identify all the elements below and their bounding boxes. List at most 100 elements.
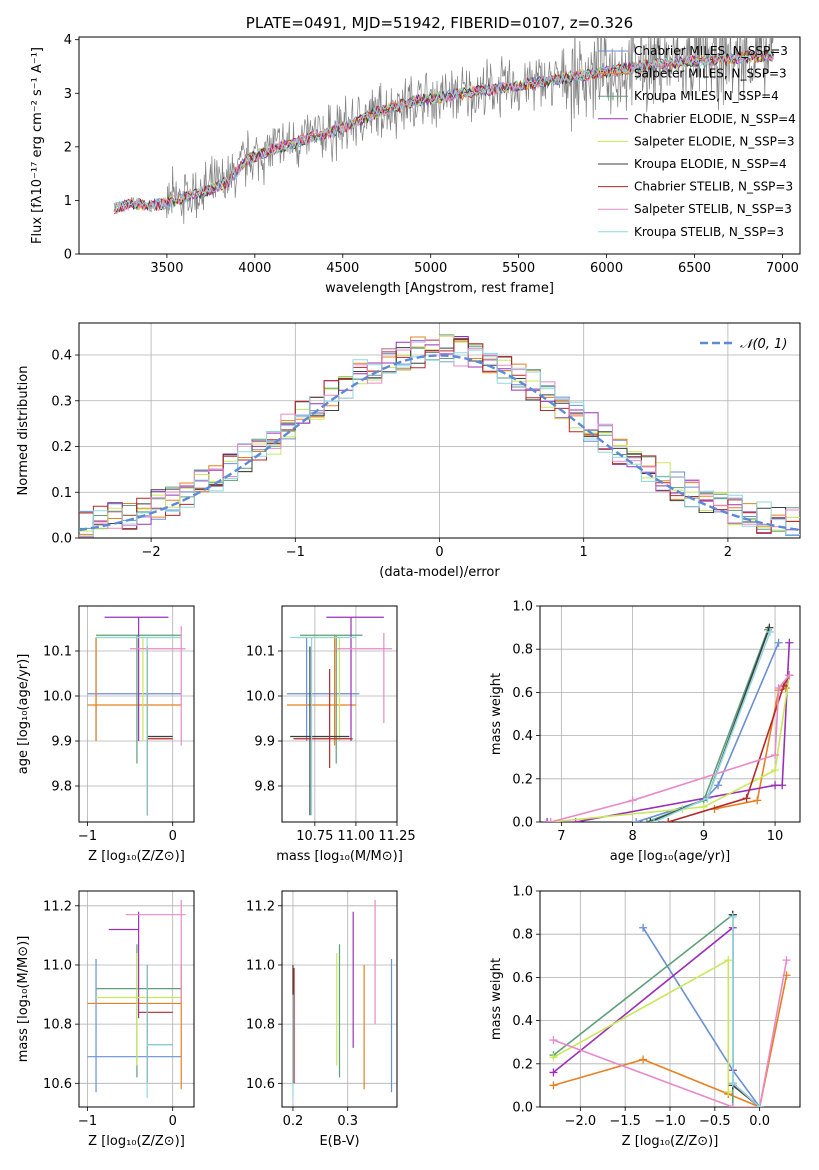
x-tick-label: 4500 (326, 261, 359, 276)
x-tick-label: 6500 (678, 261, 711, 276)
x-axis-label: wavelength [Angstrom, rest frame] (325, 281, 554, 296)
data-point-marker (632, 818, 641, 822)
x-tick-label: 0 (169, 1114, 177, 1129)
axes-massweight-vs-age: 7 8 9 10 0.0 0.2 0.4 0.6 0.8 1.0 age [log₁₀(age/yr… (489, 600, 801, 864)
legend-entry: Chabrier ELODIE, N_SSP=4 (634, 112, 796, 126)
data-point-marker (774, 638, 783, 647)
legend-entry: 𝒩(0, 1) (740, 337, 787, 352)
data-point-marker (549, 1053, 558, 1062)
x-tick-label: 0.2 (283, 1114, 304, 1129)
data-point-marker (639, 1055, 648, 1064)
y-tick-label: 10.8 (43, 1018, 72, 1033)
plot-frame (78, 36, 801, 255)
y-tick-label: 0.0 (51, 532, 72, 547)
y-tick-label: 10.8 (246, 1018, 275, 1033)
axes-age-vs-mass: 10.75 11.00 11.25 9.8 9.9 10.0 10.1 mass [log₁₀… (246, 605, 416, 864)
data-point-marker (714, 781, 723, 790)
mass-weight-line (553, 959, 788, 1107)
data-point-marker (728, 1079, 737, 1088)
y-tick-label: 0.4 (512, 729, 533, 744)
legend-entry: Salpeter MILES, N_SSP=3 (634, 67, 787, 81)
axes-spectrum: 3500 4000 4500 5000 5500 6000 6500 7000 0 1 2 3 4 wav… (30, 33, 801, 296)
y-tick-label: 11.0 (43, 958, 72, 973)
y-tick-label: 0 (64, 248, 72, 263)
y-tick-label: 11.2 (246, 899, 275, 914)
x-tick-label: 7 (557, 829, 565, 844)
axes-residuals: −2 −1 0 1 2 0.0 0.1 0.2 0.3 0.4 (data-model)/error… (16, 322, 801, 580)
y-tick-label: 10.0 (246, 690, 275, 705)
y-tick-label: 11.0 (246, 958, 275, 973)
y-axis-label: Flux [fλ10⁻¹⁷ erg cm⁻² s⁻¹ A⁻¹] (30, 47, 45, 244)
data-point-marker (771, 781, 780, 790)
x-axis-label: age [log₁₀(age/yr)] (610, 849, 731, 864)
x-tick-label: 0 (169, 829, 177, 844)
x-tick-label: 3500 (150, 261, 183, 276)
plot-frame (281, 890, 398, 1108)
x-tick-label: 5500 (502, 261, 535, 276)
x-tick-label: −1 (78, 829, 97, 844)
data-point-marker (546, 818, 555, 822)
y-tick-label: 0.3 (51, 394, 72, 409)
mass-weight-line (635, 642, 780, 822)
y-tick-label: 1.0 (512, 600, 533, 615)
x-axis-label: (data-model)/error (379, 565, 500, 580)
y-tick-label: 0.8 (512, 928, 533, 943)
observed-spectrum-line (113, 37, 774, 225)
legend-entry: Salpeter STELIB, N_SSP=3 (634, 202, 792, 216)
data-point-marker (774, 684, 783, 693)
x-axis-label: Z [log₁₀(Z/Z⊙)] (622, 1134, 719, 1149)
y-axis-label: age [log₁₀(age/yr)] (16, 654, 31, 775)
y-tick-label: 9.8 (254, 780, 275, 795)
x-axis-label: Z [log₁₀(Z/Z⊙)] (88, 1134, 185, 1149)
x-tick-label: −0.5 (699, 1114, 731, 1129)
data-point-marker (778, 781, 787, 790)
data-point-marker (642, 818, 651, 822)
x-tick-label: 2 (724, 545, 732, 560)
data-point-marker (628, 796, 637, 805)
mass-weight-line (667, 674, 791, 822)
x-tick-label: 0 (435, 545, 443, 560)
x-tick-label: 0.0 (749, 1114, 770, 1129)
axes-mass-vs-Z: −1 0 10.6 10.8 11.0 11.2 Z [log₁₀(Z/Z⊙)] mass [… (16, 890, 195, 1149)
y-tick-label: 0.0 (512, 816, 533, 831)
y-tick-label: 3 (64, 87, 72, 102)
mass-weight-line (646, 629, 769, 822)
axes-mass-vs-EBV: 0.2 0.3 10.6 10.8 11.0 11.2 E(B-V) (246, 890, 398, 1149)
y-axis-label: mass weight (489, 673, 504, 755)
y-tick-label: 0.2 (51, 440, 72, 455)
data-point-marker (703, 794, 712, 803)
y-tick-label: 0.2 (512, 772, 533, 787)
data-point-marker (771, 751, 780, 760)
data-point-marker (699, 802, 708, 811)
legend-entry: Kroupa ELODIE, N_SSP=4 (634, 157, 787, 171)
x-tick-label: 10 (767, 829, 784, 844)
y-tick-label: 4 (64, 33, 72, 48)
data-point-marker (782, 956, 791, 965)
y-tick-label: 10.6 (246, 1077, 275, 1092)
plot-frame (78, 322, 801, 539)
y-tick-label: 2 (64, 140, 72, 155)
y-tick-label: 9.9 (51, 735, 72, 750)
mass-weight-line (653, 631, 771, 822)
x-tick-label: −2 (142, 545, 161, 560)
data-point-marker (765, 623, 774, 632)
data-point-marker (742, 794, 751, 803)
chart-title: PLATE=0491, MJD=51942, FIBERID=0107, z=0… (246, 14, 633, 32)
x-tick-label: 11.25 (378, 829, 415, 844)
data-point-marker (549, 1036, 558, 1045)
x-tick-label: 8 (628, 829, 636, 844)
data-point-marker (724, 956, 733, 965)
data-point-marker (728, 912, 737, 921)
plot-frame (539, 605, 801, 823)
data-point-marker (728, 1103, 737, 1107)
mass-weight-line (732, 914, 761, 1107)
data-point-marker (549, 1068, 558, 1077)
plot-frame (281, 605, 398, 823)
data-point-marker (724, 1087, 733, 1096)
x-tick-label: 10.75 (296, 829, 333, 844)
y-tick-label: 1 (64, 194, 72, 209)
x-tick-label: 7000 (766, 261, 799, 276)
data-point-marker (639, 923, 648, 932)
y-tick-label: 10.1 (43, 645, 72, 660)
